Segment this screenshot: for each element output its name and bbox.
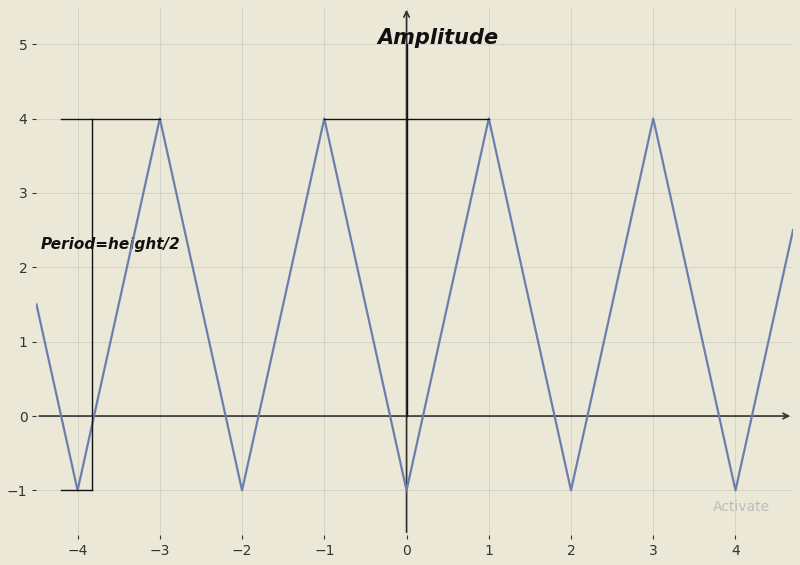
Text: Amplitude: Amplitude xyxy=(377,28,498,48)
Text: Activate: Activate xyxy=(714,500,770,514)
Text: Period=height/2: Period=height/2 xyxy=(41,237,180,253)
